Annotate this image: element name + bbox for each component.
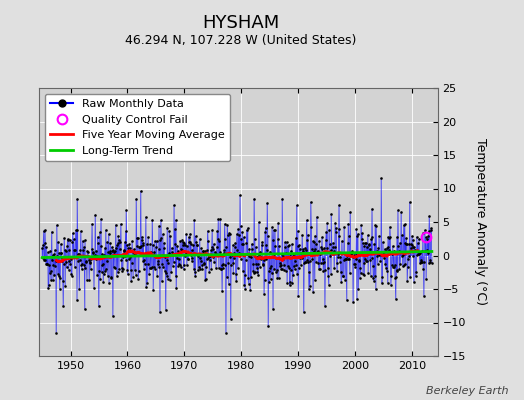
- Text: HYSHAM: HYSHAM: [202, 14, 280, 32]
- Y-axis label: Temperature Anomaly (°C): Temperature Anomaly (°C): [474, 138, 487, 306]
- Text: 46.294 N, 107.228 W (United States): 46.294 N, 107.228 W (United States): [125, 34, 357, 47]
- Text: Berkeley Earth: Berkeley Earth: [426, 386, 508, 396]
- Legend: Raw Monthly Data, Quality Control Fail, Five Year Moving Average, Long-Term Tren: Raw Monthly Data, Quality Control Fail, …: [45, 94, 230, 161]
